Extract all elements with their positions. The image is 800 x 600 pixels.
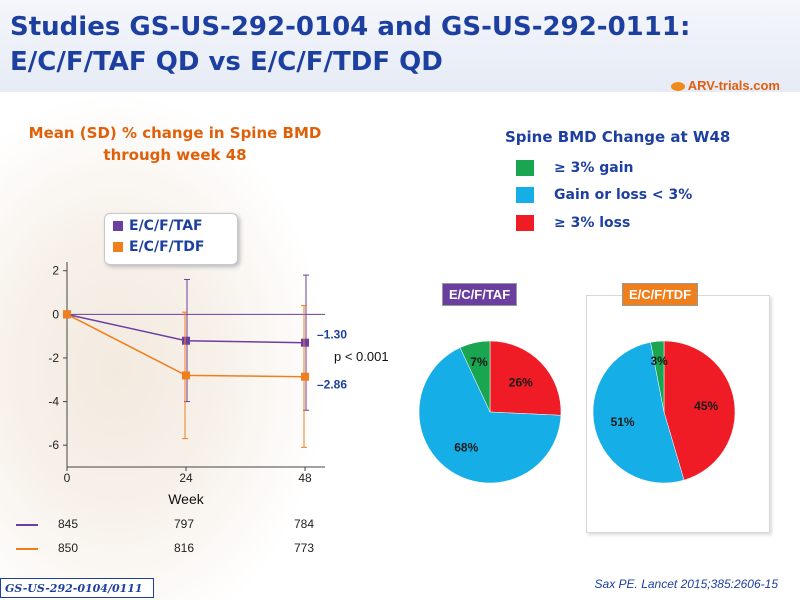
pie-slice <box>650 340 665 413</box>
legend-item-taf: E/C/F/TAF <box>113 218 203 240</box>
background-burst <box>0 90 330 600</box>
title-line-1: Studies GS-US-292-0104 and GS-US-292-011… <box>10 12 691 42</box>
pie-legend-small-change: Gain or loss < 3% <box>516 187 692 203</box>
citation: Sax PE. Lancet 2015;385:2606-15 <box>594 577 778 591</box>
title-line-2: E/C/F/TAF QD vs E/C/F/TDF QD <box>10 47 443 77</box>
line-chart-legend: E/C/F/TAF E/C/F/TDF <box>104 213 238 265</box>
y-tick-label: -4 <box>48 395 59 409</box>
data-point <box>182 371 190 380</box>
n-value: 850 <box>58 541 79 555</box>
pie-slice <box>592 341 685 484</box>
line-chart-title-line1: Mean (SD) % change in Spine BMD <box>28 124 322 142</box>
line-chart-title: Mean (SD) % change in Spine BMD through … <box>20 122 330 166</box>
legend-label-loss: ≥ 3% loss <box>554 215 631 231</box>
legend-label-taf: E/C/F/TAF <box>129 218 203 234</box>
pie-slice <box>418 347 562 484</box>
pie-slice <box>459 340 491 413</box>
pie-slice <box>663 340 736 481</box>
legend-item-tdf: E/C/F/TDF <box>113 239 204 261</box>
p-value: p < 0.001 <box>334 349 389 364</box>
pie-section-title: Spine BMD Change at W48 <box>505 128 731 146</box>
site-logo[interactable]: ARV-trials.com <box>670 78 780 93</box>
n-value: 784 <box>294 517 315 531</box>
n-row-tdf: 850 816 773 <box>0 541 340 557</box>
pie-legend-gain: ≥ 3% gain <box>516 160 633 176</box>
title-band <box>0 0 800 92</box>
logo-icon <box>670 82 685 92</box>
y-tick-label: -6 <box>48 438 59 452</box>
x-tick-label: 24 <box>179 471 193 485</box>
pie-tag-tdf: E/C/F/TDF <box>622 283 699 306</box>
pie-label: 7% <box>470 355 488 369</box>
legend-swatch-tdf <box>113 242 123 252</box>
end-value-label: –1.30 <box>317 328 347 342</box>
legend-swatch-loss <box>516 215 534 231</box>
data-point <box>301 372 309 381</box>
data-point <box>63 310 71 319</box>
pie-label: 51% <box>611 415 635 429</box>
end-value-label: –2.86 <box>317 378 347 392</box>
n-row-line-tdf <box>16 548 38 550</box>
line-chart-title-line2: through week 48 <box>103 146 247 164</box>
legend-label-tdf: E/C/F/TDF <box>129 239 205 255</box>
pie-tag-taf: E/C/F/TAF <box>442 283 518 306</box>
y-tick-label: 2 <box>52 264 59 278</box>
data-point <box>301 338 309 347</box>
legend-swatch-taf <box>113 221 123 231</box>
logo-text: ARV-trials.com <box>687 78 780 93</box>
y-tick-label: -2 <box>48 351 59 365</box>
pie-legend-loss: ≥ 3% loss <box>516 215 630 231</box>
legend-label-gain: ≥ 3% gain <box>554 160 634 176</box>
x-tick-label: 0 <box>64 471 71 485</box>
legend-swatch-gain <box>516 160 534 176</box>
y-tick-label: 0 <box>52 307 59 321</box>
pie-label: 68% <box>454 440 478 454</box>
slide-title: Studies GS-US-292-0104 and GS-US-292-011… <box>10 10 690 80</box>
n-value: 797 <box>174 517 195 531</box>
pie-label: 45% <box>694 399 718 413</box>
study-tag: GS-US-292-0104/0111 <box>0 578 154 598</box>
n-value: 773 <box>294 541 315 555</box>
legend-label-small-change: Gain or loss < 3% <box>554 187 693 203</box>
legend-swatch-small-change <box>516 187 534 203</box>
pie-label: 26% <box>509 376 533 390</box>
n-value: 845 <box>58 517 79 531</box>
data-point <box>182 336 190 345</box>
n-row-line-taf <box>16 524 38 526</box>
n-value: 816 <box>174 541 195 555</box>
x-tick-label: 48 <box>298 471 312 485</box>
x-axis-label: Week <box>168 491 205 507</box>
n-row-taf: 845 797 784 <box>0 517 340 533</box>
pie-slice <box>489 340 562 416</box>
pie-label: 3% <box>650 354 668 368</box>
